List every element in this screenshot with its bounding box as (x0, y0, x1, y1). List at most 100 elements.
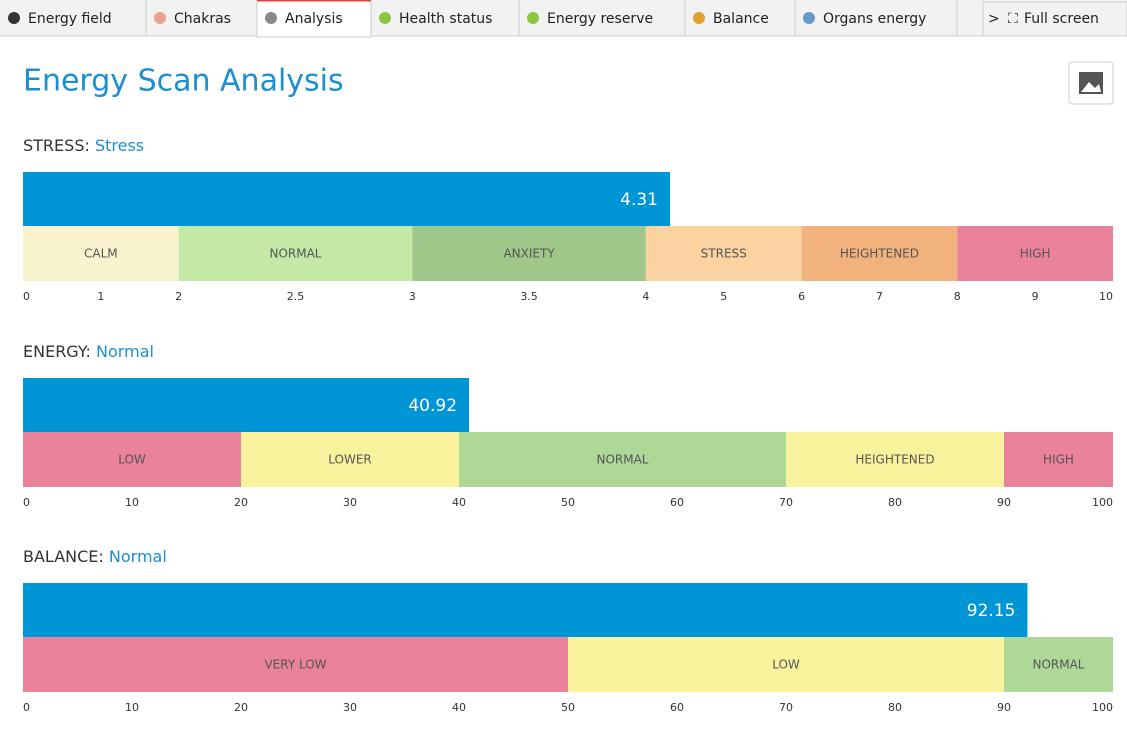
zone-label: LOW (772, 658, 800, 672)
zone-label: HIGH (1020, 247, 1051, 261)
zone (1004, 432, 1113, 487)
tab-label[interactable]: Health status (399, 11, 492, 27)
gauge-status: Normal (109, 547, 167, 566)
zone-label: NORMAL (1032, 658, 1084, 672)
tick-label: 5 (720, 290, 727, 303)
gauge-name: STRESS: (23, 136, 90, 155)
tab-label[interactable]: Organs energy (823, 11, 926, 27)
zone (23, 432, 241, 487)
tab-icon (693, 12, 705, 24)
fullscreen-label[interactable]: Full screen (1024, 11, 1099, 27)
zone-label: HIGH (1043, 453, 1074, 467)
value-bar (23, 172, 670, 226)
zone-label: HEIGHTENED (840, 247, 919, 261)
tab-bar (0, 0, 1127, 36)
tab-icon (154, 12, 166, 24)
zone (412, 226, 646, 281)
tick-label: 4 (642, 290, 649, 303)
tab-icon (265, 12, 277, 24)
tick-label: 60 (670, 496, 684, 509)
zone-label: CALM (84, 247, 118, 261)
more-tabs[interactable]: > (988, 11, 1000, 27)
tab-label[interactable]: Energy reserve (547, 11, 653, 27)
zone-label: NORMAL (596, 453, 648, 467)
tick-label: 9 (1032, 290, 1039, 303)
zone (178, 226, 413, 281)
tick-label: 3 (409, 290, 416, 303)
zone-label: LOWER (328, 453, 372, 467)
zone (957, 226, 1113, 281)
zone (1004, 637, 1113, 692)
value-label: 40.92 (408, 396, 457, 416)
gauge-label: BALANCE: Normal (23, 547, 167, 566)
zone-label: HEIGHTENED (855, 453, 934, 467)
fullscreen-icon: ⛶ (1008, 11, 1018, 27)
value-label: 4.31 (620, 190, 658, 210)
tick-label: 7 (876, 290, 883, 303)
tick-label: 70 (779, 701, 793, 714)
tick-label: 0 (23, 701, 30, 714)
tick-label: 70 (779, 496, 793, 509)
zone (568, 637, 1004, 692)
gauge-name: ENERGY: (23, 342, 91, 361)
value-bar (23, 378, 470, 432)
zone (23, 226, 179, 281)
tab-label[interactable]: Balance (713, 11, 769, 27)
tab-icon (527, 12, 539, 24)
tick-label: 20 (234, 496, 248, 509)
tab-icon (379, 12, 391, 24)
zone-label: VERY LOW (264, 658, 326, 672)
tick-label: 10 (1099, 290, 1113, 303)
tick-label: 40 (452, 496, 466, 509)
gauge-label: ENERGY: Normal (23, 342, 154, 361)
tick-label: 30 (343, 496, 357, 509)
zone-label: ANXIETY (503, 247, 555, 261)
tick-label: 0 (23, 290, 30, 303)
tick-label: 2.5 (287, 290, 305, 303)
tick-label: 2 (175, 290, 182, 303)
zone (459, 432, 786, 487)
page-title: Energy Scan Analysis (23, 64, 344, 99)
tab-label[interactable]: Energy field (28, 11, 112, 27)
tab-label[interactable]: Chakras (174, 11, 231, 27)
tick-label: 100 (1092, 701, 1113, 714)
tick-label: 20 (234, 701, 248, 714)
value-label: 92.15 (967, 601, 1016, 621)
tick-label: 50 (561, 496, 575, 509)
tick-label: 1 (97, 290, 104, 303)
tick-label: 80 (888, 496, 902, 509)
zone-label: LOW (118, 453, 146, 467)
tick-label: 100 (1092, 496, 1113, 509)
tick-label: 8 (954, 290, 961, 303)
zone (241, 432, 459, 487)
zone (801, 226, 958, 281)
value-bar (23, 583, 1028, 637)
tick-label: 10 (125, 701, 139, 714)
fullscreen-button[interactable] (982, 1, 1127, 37)
tick-label: 0 (23, 496, 30, 509)
gauge-status: Stress (95, 136, 144, 155)
zone-label: NORMAL (269, 247, 321, 261)
image-icon-mountain (1081, 82, 1101, 92)
tick-label: 90 (997, 701, 1011, 714)
tick-label: 80 (888, 701, 902, 714)
gauge-label: STRESS: Stress (23, 136, 144, 155)
tick-label: 6 (798, 290, 805, 303)
tab-icon (8, 12, 20, 24)
tab-label[interactable]: Analysis (285, 11, 343, 27)
zone-label: STRESS (701, 247, 747, 261)
zone (786, 432, 1004, 487)
zone (23, 637, 568, 692)
tab-icon (803, 12, 815, 24)
tick-label: 50 (561, 701, 575, 714)
tick-label: 30 (343, 701, 357, 714)
zone (645, 226, 802, 281)
tick-label: 60 (670, 701, 684, 714)
tick-label: 90 (997, 496, 1011, 509)
tick-label: 40 (452, 701, 466, 714)
tick-label: 10 (125, 496, 139, 509)
gauge-status: Normal (96, 342, 154, 361)
gauge-name: BALANCE: (23, 547, 104, 566)
tick-label: 3.5 (520, 290, 538, 303)
